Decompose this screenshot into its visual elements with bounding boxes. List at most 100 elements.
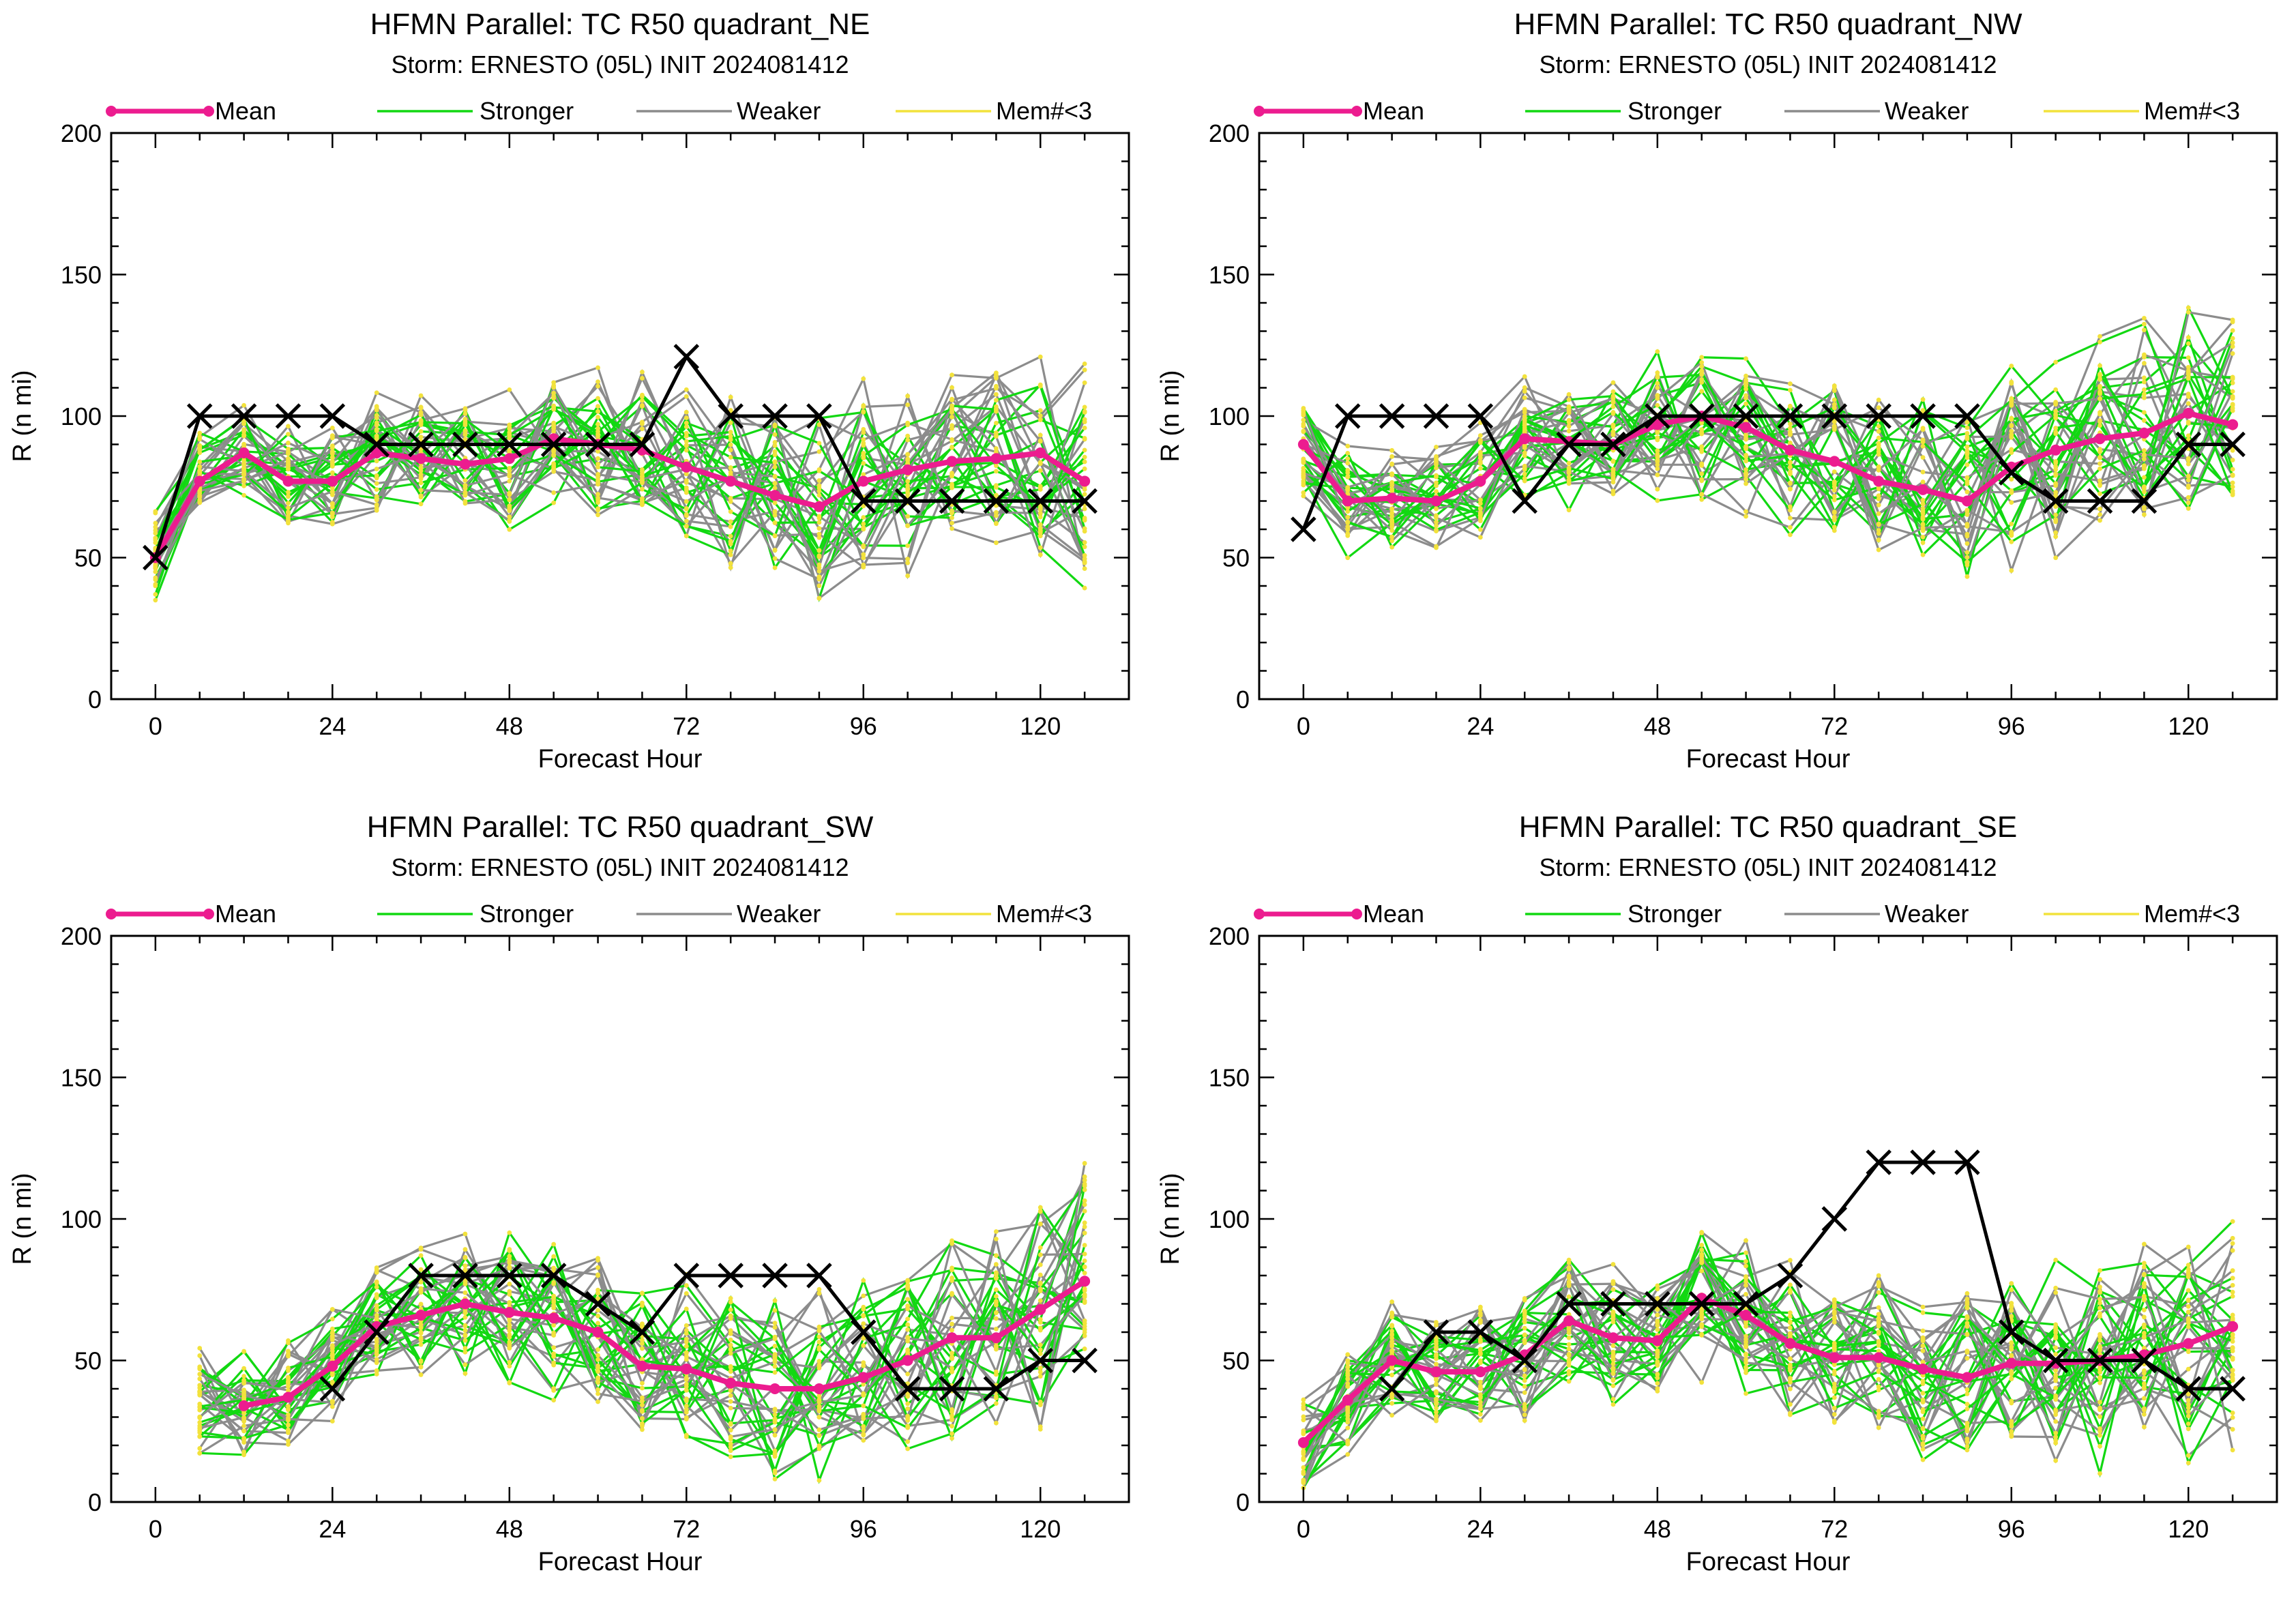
member-dot (1345, 1416, 1351, 1422)
member-dot (1610, 404, 1616, 409)
mean-line (153, 436, 1087, 559)
member-dot (462, 1338, 468, 1343)
x-axis-label: Forecast Hour (538, 745, 703, 774)
member-dot (993, 392, 999, 397)
weaker-member-line (1302, 327, 2233, 560)
member-dot (153, 577, 158, 583)
observed-x-marker (1954, 1149, 1980, 1175)
member-dot (2230, 1335, 2235, 1340)
member-dot (772, 512, 778, 518)
member-dot (197, 1404, 203, 1410)
member-dot (418, 413, 424, 417)
member-dot (241, 1440, 247, 1445)
mean-point (990, 1332, 1002, 1344)
member-dot (507, 508, 512, 514)
member-dot (1964, 1420, 1970, 1426)
member-dot (329, 1370, 335, 1375)
member-dot (1082, 425, 1087, 430)
chart-panel-2: HFMN Parallel: TC R50 quadrant_SWStorm: … (8, 810, 1130, 1576)
member-dot (993, 370, 999, 376)
member-dot (1655, 1306, 1660, 1312)
member-dot (861, 1336, 866, 1341)
member-dot (816, 1394, 822, 1399)
member-dot (772, 1364, 778, 1369)
member-dot (1610, 1383, 1616, 1389)
member-dot (1037, 413, 1043, 418)
member-dot (993, 1294, 999, 1299)
mean-point (2094, 433, 2106, 445)
member-dot (772, 1298, 778, 1304)
member-dot (1566, 1326, 1572, 1331)
member-dot (2185, 1274, 2191, 1280)
member-dot (1434, 1413, 1439, 1418)
observed-x-marker (806, 403, 832, 429)
member-dot (1522, 1412, 1527, 1417)
member-dot (2141, 327, 2147, 333)
member-dot (2053, 415, 2059, 421)
member-dot (1434, 1320, 1439, 1325)
member-dot (1610, 1366, 1616, 1371)
member-dot (1434, 1391, 1439, 1396)
member-dot (905, 452, 911, 457)
member-dot (2185, 1320, 2191, 1325)
member-dot (950, 1436, 954, 1441)
member-dot (1566, 1330, 1572, 1336)
member-dot (1699, 497, 1705, 502)
member-dot (1082, 1251, 1087, 1256)
member-dot (1082, 518, 1087, 523)
member-dot (1082, 1198, 1087, 1203)
mean-point (813, 501, 825, 512)
member-dot (2053, 555, 2059, 561)
member-dot (1743, 481, 1748, 486)
member-dot (1831, 1395, 1837, 1400)
member-dot (772, 1468, 778, 1473)
member-dot (1876, 1284, 1881, 1289)
member-dot (683, 1403, 689, 1409)
member-dot (1610, 1402, 1616, 1407)
member-dot (1477, 433, 1483, 438)
member-dot (1082, 459, 1087, 465)
member-dot (2185, 392, 2191, 396)
member-dot (1743, 383, 1748, 389)
member-dot (1655, 1375, 1660, 1381)
member-dot (1876, 528, 1881, 533)
observed-x-marker (2220, 431, 2246, 458)
member-dot (1082, 1231, 1087, 1236)
observed-x-marker (2220, 1376, 2246, 1402)
member-dot (728, 1405, 733, 1411)
plot-area (1291, 304, 2246, 579)
member-dot (462, 421, 468, 426)
member-dot (418, 488, 424, 492)
member-dot (1920, 443, 1926, 449)
legend-label-1: Stronger (1628, 97, 1722, 125)
member-dot (2185, 1310, 2191, 1314)
member-dot (1831, 402, 1837, 407)
member-dot (728, 1364, 733, 1369)
observed-x-marker (1999, 1319, 2025, 1345)
chart-panel-1: HFMN Parallel: TC R50 quadrant_NWStorm: … (1156, 8, 2278, 774)
member-dot (728, 538, 733, 544)
member-dot (950, 1416, 954, 1422)
member-dot (2141, 316, 2147, 321)
member-dot (1082, 1270, 1087, 1276)
member-dot (507, 387, 512, 392)
member-dot (2053, 1430, 2059, 1436)
member-dot (2141, 1424, 2147, 1430)
member-dot (551, 403, 557, 409)
weaker-member-line (1302, 360, 2234, 550)
member-dot (551, 1265, 557, 1271)
member-dot (241, 433, 247, 439)
member-dot (1345, 470, 1351, 475)
member-dot (728, 1299, 733, 1305)
member-dot (728, 1369, 733, 1374)
member-dot (2098, 1297, 2102, 1301)
member-dot (640, 486, 645, 492)
member-dot (1964, 419, 1970, 425)
member-dot (1082, 447, 1087, 453)
member-dot (816, 516, 822, 520)
member-dot (2053, 1351, 2059, 1357)
member-dot (374, 1368, 379, 1373)
member-dot (1522, 418, 1527, 424)
member-dot (728, 465, 733, 470)
